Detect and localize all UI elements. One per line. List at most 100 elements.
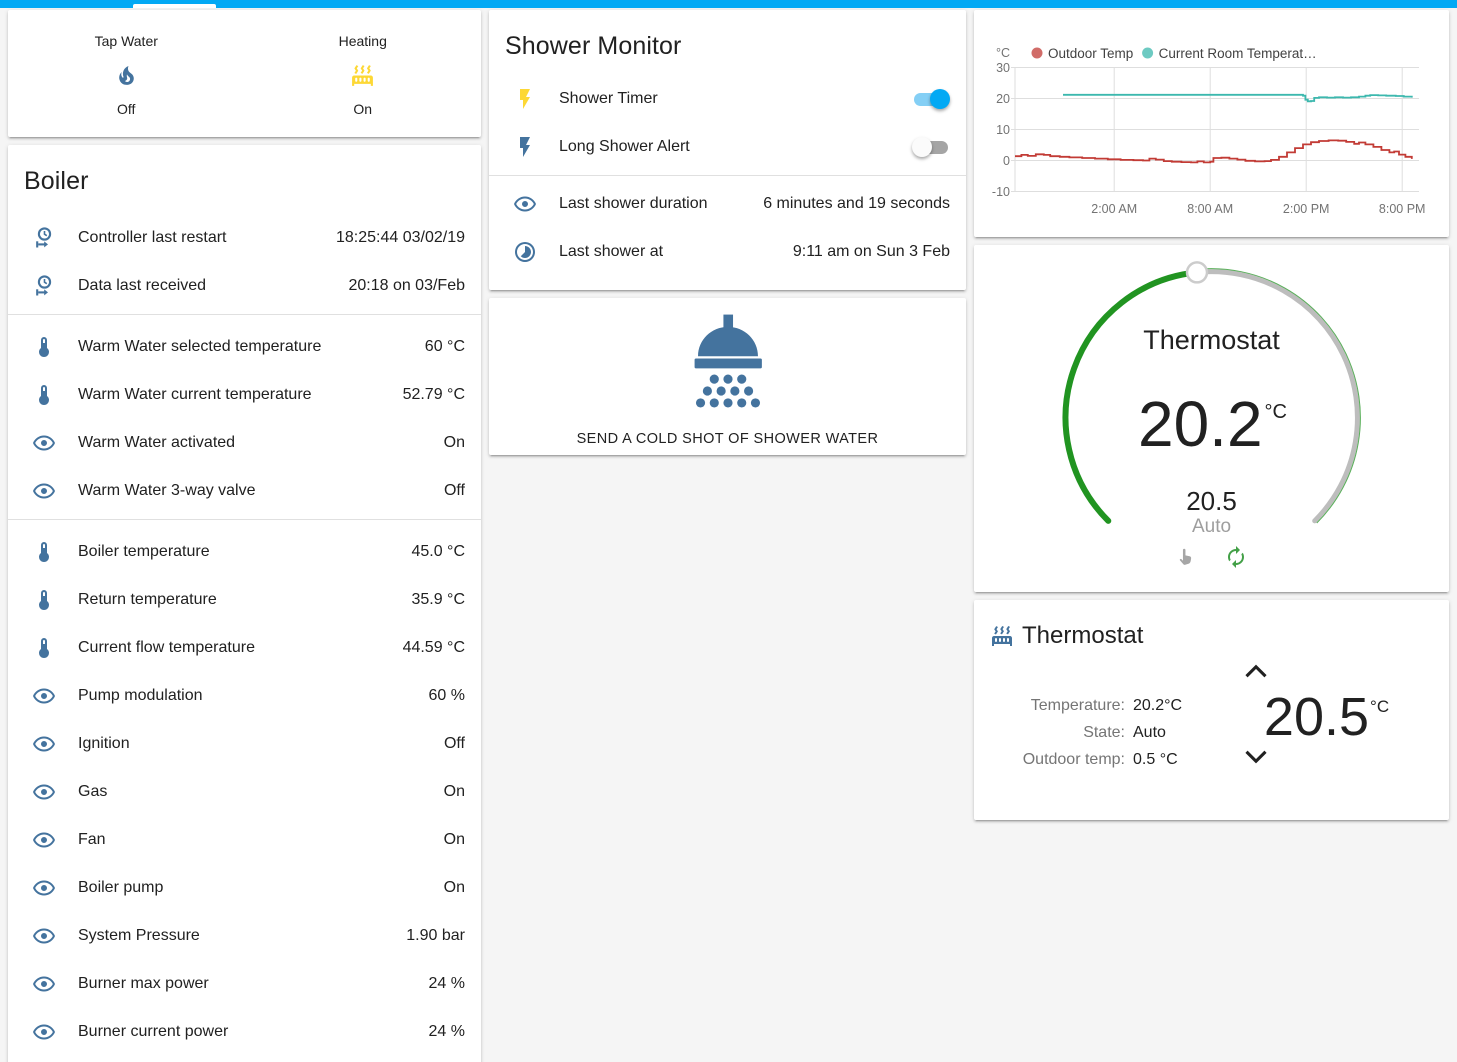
divider — [489, 175, 966, 176]
entity-state: Off — [443, 482, 465, 499]
entity-row[interactable]: Boiler pump On — [8, 864, 481, 912]
entity-row[interactable]: Gas On — [8, 768, 481, 816]
history-chart-card: 30 20 10 0 -10 2:00 AM 8:00 AM 2:00 PM 8:00 PM °C… — [974, 10, 1449, 237]
dial-track-arc — [1194, 269, 1360, 524]
autorenew-icon[interactable] — [1224, 545, 1248, 569]
glance-card: Tap Water Off Heating On — [8, 10, 481, 137]
entity-state: 24 % — [428, 975, 465, 992]
svg-text:2:00 AM: 2:00 AM — [1091, 202, 1137, 216]
entity-row[interactable]: Last shower at 9:11 am on Sun 3 Feb — [489, 228, 966, 276]
attribute-value: 20.2°C — [1133, 697, 1183, 714]
entity-name: Controller last restart — [78, 229, 227, 246]
dial-mode: Auto — [1191, 516, 1232, 537]
entity-name: Pump modulation — [78, 687, 203, 704]
entity-name: Current flow temperature — [78, 639, 255, 656]
dial-current-temp: 20.2 °C — [1137, 388, 1287, 460]
entity-row[interactable]: Boiler temperature 45.0 °C — [8, 528, 481, 576]
clock-start-icon — [32, 226, 56, 250]
active-tab-indicator[interactable] — [133, 4, 216, 8]
dial-value-arc — [1062, 269, 1200, 524]
eye-icon — [32, 732, 56, 756]
radiator-icon — [990, 624, 1014, 648]
glance-item-tap-water[interactable]: Tap Water Off — [8, 31, 245, 117]
chevron-down-icon[interactable] — [1241, 747, 1411, 766]
entity-name: Shower Timer — [559, 90, 658, 107]
hand-pointer-icon[interactable] — [1175, 545, 1198, 569]
glance-state: On — [353, 100, 373, 117]
svg-text:-10: -10 — [992, 185, 1010, 199]
radiator-icon — [350, 63, 375, 88]
entity-name: Burner max power — [78, 975, 209, 992]
attribute-value: Auto — [1133, 724, 1166, 741]
eye-icon — [513, 192, 537, 216]
glance-state: Off — [117, 100, 136, 117]
chevron-up-icon[interactable] — [1241, 662, 1411, 681]
eye-icon — [32, 684, 56, 708]
setpoint-unit: °C — [1370, 697, 1390, 716]
glance-label: Heating — [338, 32, 387, 49]
entity-row[interactable]: Last shower duration 6 minutes and 19 sec… — [489, 180, 966, 228]
entity-name: Long Shower Alert — [559, 138, 690, 155]
svg-text:2:00 PM: 2:00 PM — [1283, 202, 1330, 216]
entity-row[interactable]: Current flow temperature 44.59 °C — [8, 624, 481, 672]
svg-text:10: 10 — [996, 123, 1010, 137]
entity-state: 52.79 °C — [402, 386, 465, 403]
entity-row[interactable]: Burner current power 24 % — [8, 1008, 481, 1056]
eye-icon — [32, 972, 56, 996]
attribute-row: Outdoor temp: 0.5 °C — [990, 746, 1182, 773]
entity-state: Off — [443, 735, 465, 752]
entity-row[interactable]: Ignition Off — [8, 720, 481, 768]
entity-row[interactable]: Burner max power 24 % — [8, 960, 481, 1008]
svg-text:20: 20 — [996, 92, 1010, 106]
entity-row[interactable]: Data last received 20:18 on 03/Feb — [8, 262, 481, 310]
boiler-card: Boiler Controller last restart 18:25:44 0… — [8, 145, 481, 1062]
glance-label: Tap Water — [94, 32, 158, 49]
entity-state: On — [443, 783, 465, 800]
svg-text:Outdoor Temp: Outdoor Temp — [1048, 46, 1133, 61]
dial-title: Thermostat — [1143, 325, 1280, 355]
entity-row: Long Shower Alert — [489, 123, 966, 171]
fire-icon — [114, 63, 139, 88]
dial-knob[interactable] — [1185, 261, 1209, 284]
entity-state: 24 % — [428, 1023, 465, 1040]
thermometer-icon — [32, 636, 56, 660]
entity-row[interactable]: Controller last restart 18:25:44 03/02/19 — [8, 214, 481, 262]
shower-button-card[interactable]: SEND A COLD SHOT OF SHOWER WATER — [489, 298, 966, 455]
divider — [8, 314, 481, 315]
thermometer-icon — [32, 335, 56, 359]
attribute-value: 0.5 °C — [1133, 751, 1178, 768]
thermostat-dial-card: Thermostat 20.2 °C 20.5 Auto — [974, 245, 1449, 592]
entity-row[interactable]: Warm Water selected temperature 60 °C — [8, 323, 481, 371]
entity-row[interactable]: Return temperature 35.9 °C — [8, 576, 481, 624]
eye-icon — [32, 1020, 56, 1044]
entity-row[interactable]: Warm Water 3-way valve Off — [8, 467, 481, 515]
card-title: Shower Monitor — [505, 32, 682, 60]
entity-name: Warm Water activated — [78, 434, 236, 451]
entity-state: 18:25:44 03/02/19 — [335, 229, 465, 246]
entity-row[interactable]: Warm Water current temperature 52.79 °C — [8, 371, 481, 419]
toggle-switch[interactable] — [912, 89, 950, 109]
entity-state: 9:11 am on Sun 3 Feb — [792, 243, 950, 260]
entity-state: 6 minutes and 19 seconds — [763, 195, 950, 212]
entity-row: Shower Timer — [489, 75, 966, 123]
entity-name: Last shower duration — [559, 195, 708, 212]
attribute-label: Outdoor temp: — [1022, 751, 1125, 768]
entity-state: 45.0 °C — [411, 543, 465, 560]
shower-button-label: SEND A COLD SHOT OF SHOWER WATER — [576, 431, 879, 447]
entity-state: On — [443, 831, 465, 848]
entity-row[interactable]: Pump modulation 60 % — [8, 672, 481, 720]
entity-name: Gas — [78, 783, 108, 800]
eye-icon — [32, 876, 56, 900]
entity-row[interactable]: System Pressure 1.90 bar — [8, 912, 481, 960]
dial-target-temp: 20.5 — [1186, 486, 1237, 516]
glance-item-heating[interactable]: Heating On — [245, 31, 482, 117]
thermometer-icon — [32, 383, 56, 407]
entity-state: On — [443, 434, 465, 451]
entity-state: 20:18 on 03/Feb — [348, 277, 465, 294]
toggle-switch[interactable] — [912, 137, 950, 157]
eye-icon — [32, 924, 56, 948]
entity-row[interactable]: Warm Water activated On — [8, 419, 481, 467]
temperature-chart: 30 20 10 0 -10 2:00 AM 8:00 AM 2:00 PM 8:00 PM °C… — [992, 46, 1426, 216]
entity-row[interactable]: Fan On — [8, 816, 481, 864]
entity-state: 44.59 °C — [402, 639, 465, 656]
